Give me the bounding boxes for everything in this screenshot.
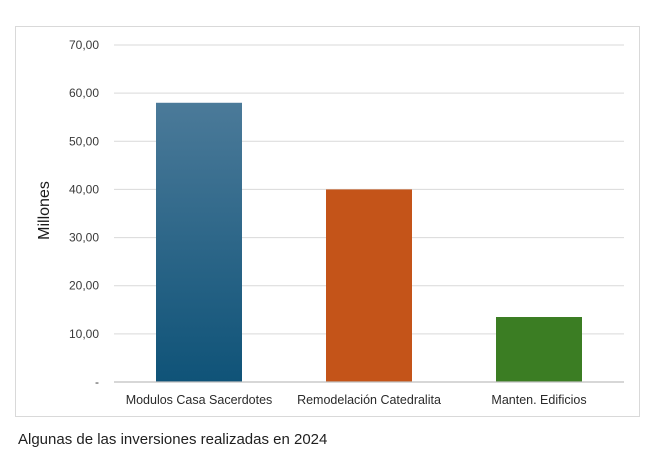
bar-2 [326, 189, 412, 382]
chart-frame: - 10,00 20,00 30,00 40,00 50,00 60,00 70,00 Mod… [15, 26, 640, 417]
y-tick-label: 10,00 [69, 327, 99, 341]
y-tick-label: 60,00 [69, 86, 99, 100]
y-tick-label: 50,00 [69, 134, 99, 148]
x-category-label: Manten. Edificios [491, 393, 586, 407]
y-tick-label: 40,00 [69, 182, 99, 196]
x-category-label: Modulos Casa Sacerdotes [126, 393, 273, 407]
figure-caption: Algunas de las inversiones realizadas en… [18, 431, 328, 448]
y-tick-label: 20,00 [69, 279, 99, 293]
y-axis-title: Millones [36, 181, 53, 240]
bar-1 [156, 102, 242, 383]
bar-3 [496, 317, 582, 382]
bar-chart: - 10,00 20,00 30,00 40,00 50,00 60,00 70,00 Mod… [36, 38, 624, 407]
y-tick-label: 70,00 [69, 38, 99, 52]
x-category-label: Remodelación Catedralita [297, 393, 441, 407]
y-tick-label: - [95, 375, 99, 389]
y-tick-label: 30,00 [69, 231, 99, 245]
